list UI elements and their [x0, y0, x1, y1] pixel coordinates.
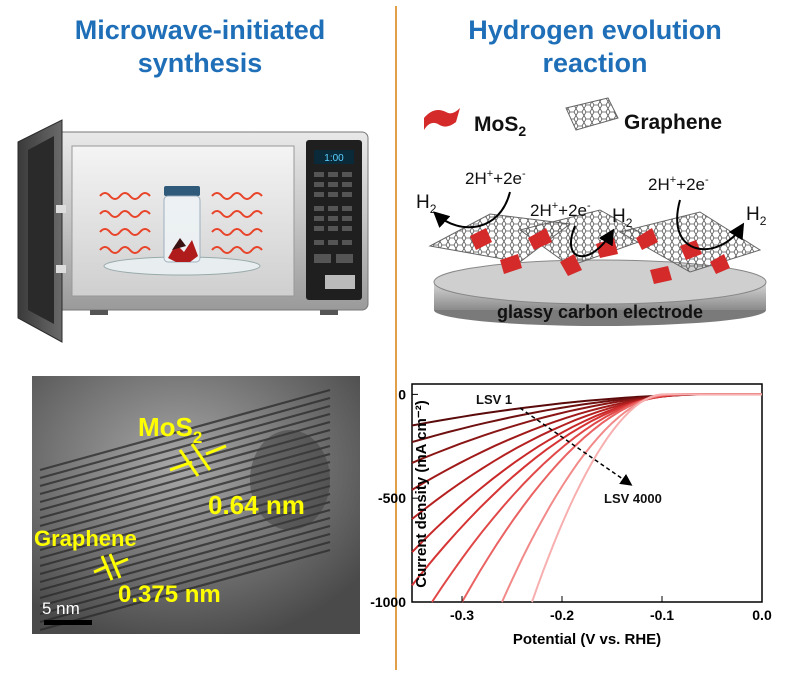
x-ticks: -0.3 -0.2 -0.1 0.0 — [450, 596, 772, 623]
annotation-lsv-4000: LSV 4000 — [604, 491, 662, 506]
graphene-legend-label: Graphene — [624, 111, 722, 134]
tem-graphene-spacing: 0.375 nm — [118, 581, 221, 608]
door-release-button — [325, 275, 355, 289]
x-tick-label: -0.3 — [450, 607, 474, 623]
microwave-radiation-right — [211, 192, 263, 254]
mos2-legend-icon — [424, 108, 460, 130]
display-time: 1:00 — [324, 153, 344, 164]
x-tick-label: -0.1 — [650, 607, 674, 623]
keypad — [314, 172, 353, 263]
display-panel — [314, 150, 354, 164]
foot-right — [320, 310, 338, 315]
lsv-curve — [531, 393, 762, 603]
y-tick-label: -1000 — [370, 594, 406, 610]
lattice-fringes — [39, 388, 331, 632]
proton-label-2: 2H++2e- — [530, 200, 591, 220]
microwave-radiation-left — [99, 192, 151, 254]
y-ticks: 0 -500 -1000 — [370, 386, 418, 610]
jar-lid — [164, 186, 200, 196]
right-title: Hydrogen evolution reaction — [410, 14, 780, 80]
trend-arrow — [519, 407, 633, 486]
lsv-curves — [411, 393, 762, 603]
h2-label-1: H2 — [416, 192, 437, 216]
scale-bar-label: 5 nm — [42, 599, 80, 618]
graphene-spacing-marker — [93, 553, 129, 581]
y-tick-label: -500 — [378, 490, 406, 506]
proton-label-1: 2H++2e- — [465, 168, 526, 188]
x-axis-label: Potential (V vs. RHE) — [513, 631, 661, 648]
proton-label-3: 2H++2e- — [648, 174, 709, 194]
tem-graphene-label: Graphene — [34, 526, 137, 551]
annotation-lsv-1: LSV 1 — [476, 392, 512, 407]
reaction-arrows — [433, 191, 745, 258]
mos2-legend-label: MoS2 — [474, 113, 526, 139]
y-axis-label: Current density (mA cm⁻²) — [413, 400, 430, 587]
tem-mos2-spacing: 0.64 nm — [208, 490, 305, 520]
graphene-legend-icon — [565, 97, 619, 131]
mos2-flakes — [470, 228, 730, 284]
h2-label-2: H2 — [612, 206, 633, 230]
tem-dark-region — [250, 430, 330, 530]
x-tick-label: 0.0 — [752, 607, 772, 623]
right-title-line2: reaction — [542, 48, 648, 78]
foot-left — [90, 310, 108, 315]
electrode-label: glassy carbon electrode — [497, 302, 703, 322]
y-tick-label: 0 — [398, 386, 406, 402]
h2-label-3: H2 — [746, 204, 767, 228]
x-tick-label: -0.2 — [550, 607, 574, 623]
left-title-line1: Microwave-initiated — [74, 15, 326, 45]
mos2-spacing-marker — [169, 443, 227, 477]
electrode-top — [433, 259, 767, 305]
scale-bar — [44, 620, 92, 625]
jar-sample — [168, 238, 198, 262]
door-hinge-bottom — [56, 265, 66, 273]
tem-mos2-label: MoS2 — [138, 412, 202, 447]
left-title: Microwave-initiated synthesis — [20, 14, 380, 80]
panel-divider — [395, 6, 397, 670]
door-hinge-top — [56, 205, 66, 213]
left-title-line2: synthesis — [137, 48, 263, 78]
door-window — [28, 136, 54, 324]
right-title-line1: Hydrogen evolution — [468, 15, 722, 45]
